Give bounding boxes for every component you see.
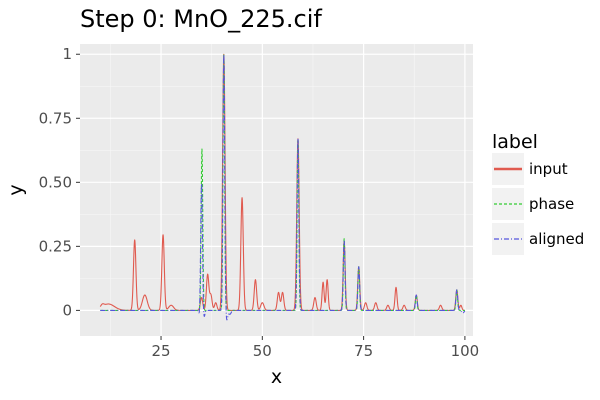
chart-title: Step 0: MnO_225.cif [80, 5, 322, 33]
y-tick-label: 0.50 [39, 173, 72, 191]
grid [80, 44, 473, 336]
plot-panel [80, 44, 473, 336]
x-tick-label: 25 [151, 342, 170, 360]
y-tick-label: 1 [62, 45, 72, 63]
x-axis-title: x [271, 366, 282, 388]
legend-label-aligned: aligned [529, 230, 584, 248]
y-tick-label: 0 [62, 301, 72, 319]
legend-title: label [492, 131, 538, 153]
legend-label-phase: phase [529, 195, 574, 213]
x-tick-label: 100 [451, 342, 480, 360]
legend-label-input: input [529, 160, 568, 178]
legend-key-phase [492, 188, 524, 220]
legend: label input phase aligned [492, 131, 584, 255]
series-line-aligned [99, 53, 466, 321]
y-tick-label: 0.75 [39, 109, 72, 127]
series-line-input [99, 53, 466, 311]
x-tick-label: 75 [354, 342, 373, 360]
y-tick-label: 0.25 [39, 237, 72, 255]
tick-layer: 25 50 75 100 0 0.25 0.50 0.75 1 [39, 45, 480, 360]
y-axis-title: y [5, 184, 27, 195]
x-tick-label: 50 [253, 342, 272, 360]
series-layer [99, 53, 466, 321]
